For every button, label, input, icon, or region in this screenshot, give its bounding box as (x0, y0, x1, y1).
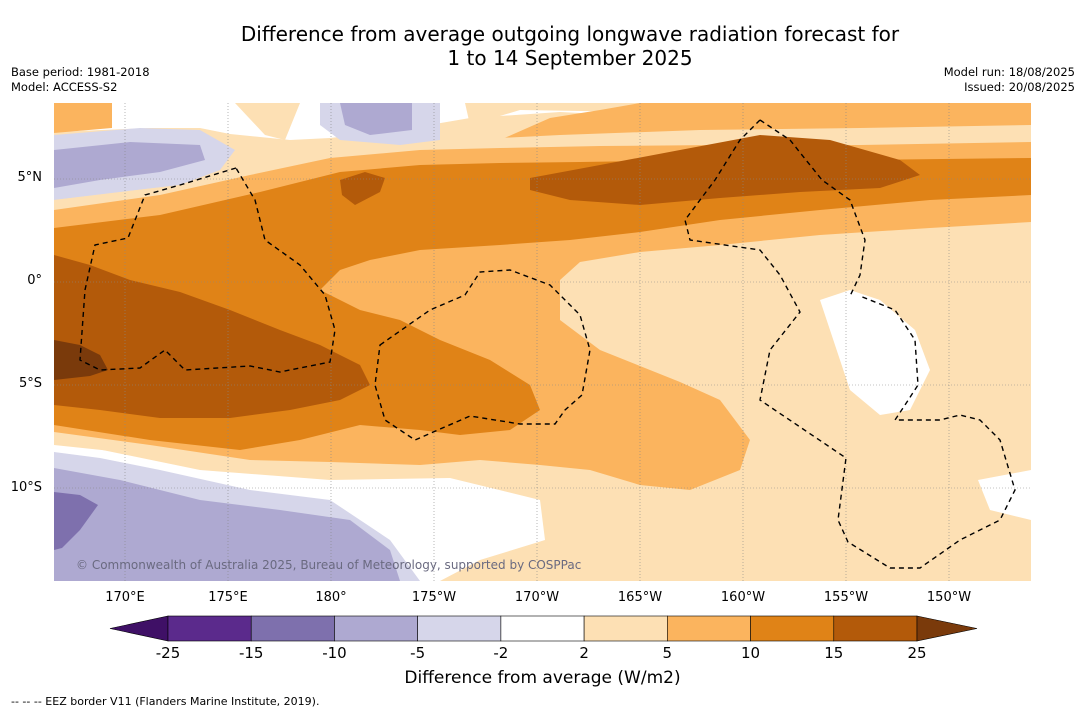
colorbar-segment (500, 615, 585, 642)
colorbar-segment (750, 615, 835, 642)
meta-right: Model run: 18/08/2025 Issued: 20/08/2025 (944, 65, 1075, 95)
chart-title: Difference from average outgoing longwav… (240, 22, 900, 70)
north-orange-nw (54, 103, 112, 133)
colorbar-segment (833, 615, 918, 642)
lat-label: 10°S (10, 480, 42, 495)
se-white-blob (978, 470, 1031, 520)
issued-date: Issued: 20/08/2025 (964, 80, 1075, 94)
colorbar-tick-label: -15 (238, 644, 264, 662)
base-period: Base period: 1981-2018 (11, 65, 150, 79)
north-purple-mid-2 (340, 103, 412, 135)
colorbar-tick-label: -10 (322, 644, 347, 662)
north-purple-mid (54, 142, 205, 188)
model-run: Model run: 18/08/2025 (943, 65, 1075, 79)
lon-label: 175°E (208, 590, 248, 605)
colorbar-segment (250, 615, 335, 642)
colorbar-tick-label: 15 (824, 644, 844, 662)
colorbar-tick-label: -25 (155, 644, 181, 662)
colorbar-tick-label: 2 (579, 644, 589, 662)
north-pale-nw (235, 103, 300, 140)
lon-label: 150°W (926, 590, 972, 605)
colorbar-tick-label: -2 (493, 644, 509, 662)
graticule (54, 103, 1031, 581)
anomaly-field (54, 103, 1031, 581)
colorbar-segment (334, 615, 418, 642)
colorbar (109, 615, 978, 642)
eez-footnote: -- -- -- EEZ border V11 (Flanders Marine… (11, 695, 320, 708)
colorbar-label: Difference from average (W/m2) (404, 668, 681, 688)
south-purple-mid (54, 468, 400, 581)
lat-label: 0° (27, 273, 42, 288)
lon-label: 170°E (105, 590, 145, 605)
eez-borders (79, 119, 1016, 569)
lon-label: 155°W (823, 590, 869, 605)
colorbar-tick-label: 5 (662, 644, 673, 662)
model-name: Model: ACCESS-S2 (11, 80, 118, 94)
south-white (54, 440, 545, 581)
copyright-notice: © Commonwealth of Australia 2025, Bureau… (76, 558, 582, 572)
band-15-25-north (530, 135, 920, 205)
colorbar-extend-high (916, 615, 978, 642)
colorbar-extend-low (109, 615, 169, 642)
lat-label: 5°S (18, 376, 42, 391)
lon-label: 160°W (720, 590, 766, 605)
colorbar-tick-label: 10 (741, 644, 761, 662)
lon-label: 170°W (514, 590, 560, 605)
colorbar-segment (583, 615, 668, 642)
band-15-25 (54, 255, 370, 418)
lon-label: 180° (315, 590, 347, 605)
colorbar-tick-label: -5 (410, 644, 426, 662)
lon-label: 175°W (411, 590, 457, 605)
lat-label: 5°N (17, 170, 43, 185)
meta-left: Base period: 1981-2018 Model: ACCESS-S2 (11, 65, 150, 95)
band-15-25-blob (340, 172, 385, 205)
colorbar-segment (167, 615, 252, 642)
colorbar-tick-label: 25 (907, 644, 927, 662)
colorbar-segment (667, 615, 751, 642)
colorbar-segment (417, 615, 502, 642)
south-purple-dark (54, 492, 98, 550)
lon-label: 165°W (617, 590, 663, 605)
